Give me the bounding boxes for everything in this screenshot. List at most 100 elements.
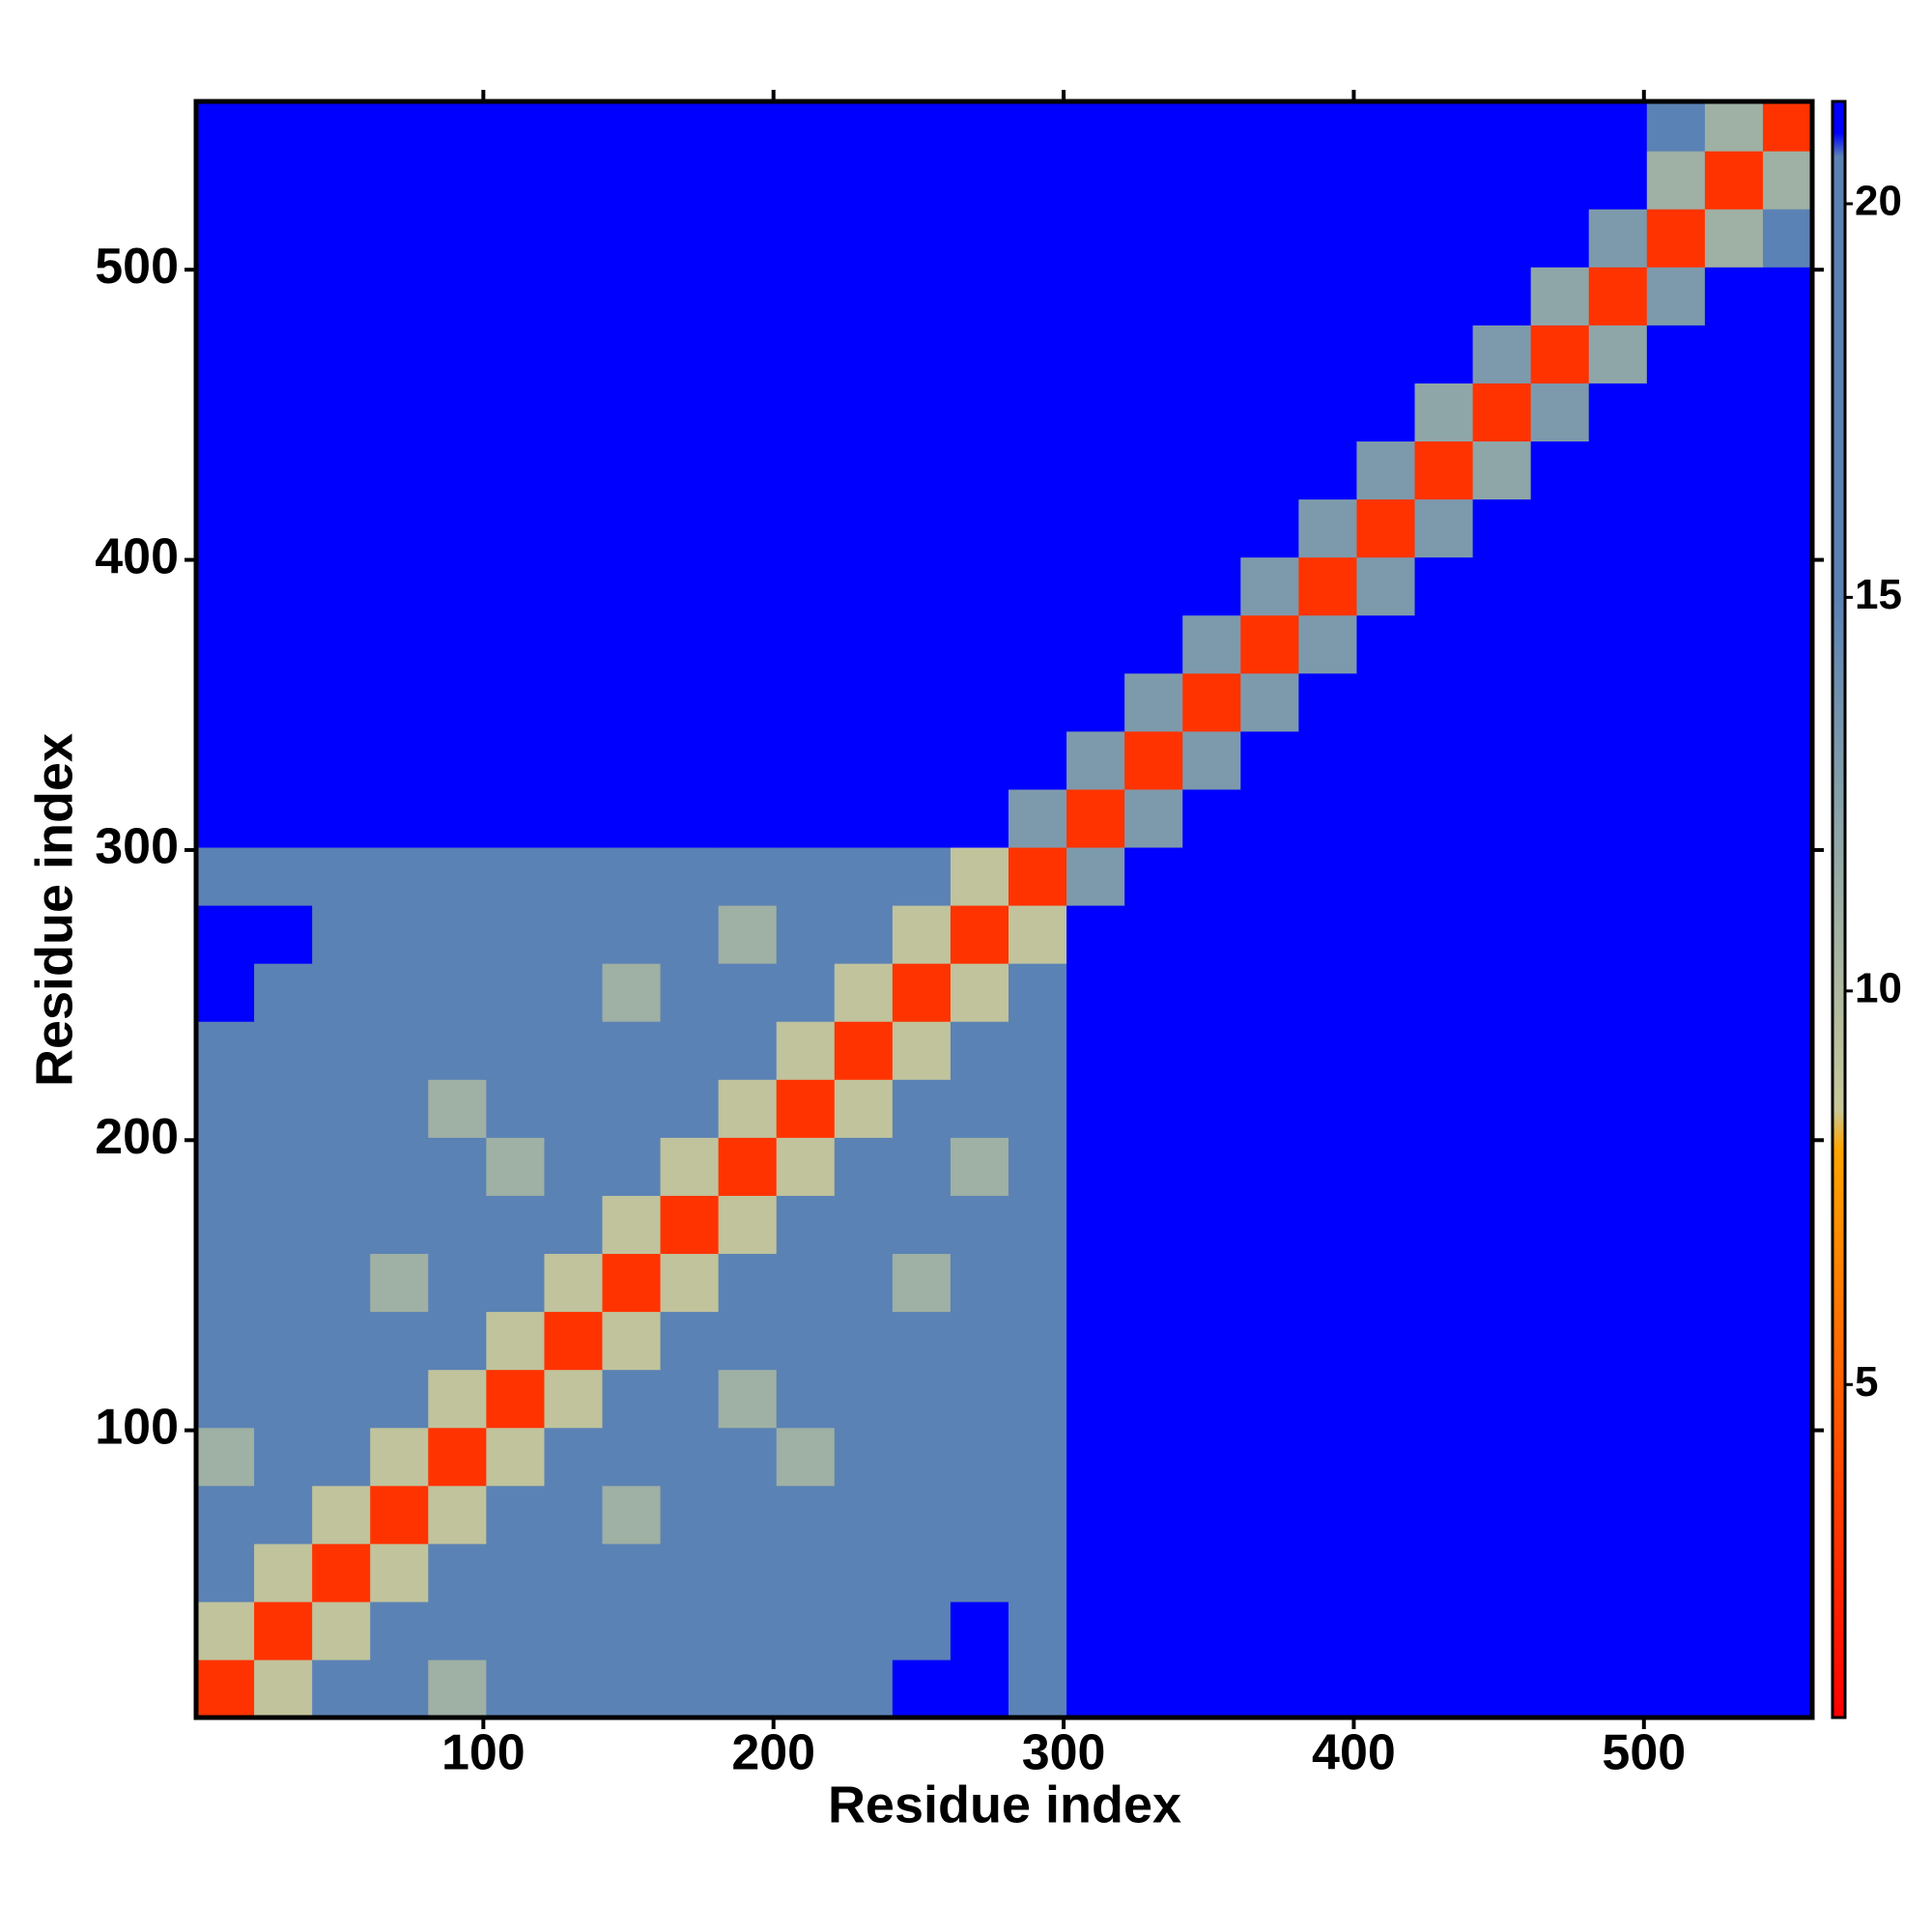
- y-tick-label: 500: [95, 239, 179, 295]
- heatmap-cell: [950, 498, 1009, 558]
- y-axis-label: Residue index: [25, 733, 83, 1087]
- heatmap-cell: [544, 1021, 604, 1080]
- heatmap-cell: [1414, 325, 1474, 384]
- heatmap-cell: [892, 1079, 952, 1138]
- heatmap-cell: [1530, 101, 1590, 152]
- heatmap-cell: [370, 1311, 429, 1371]
- heatmap-cell: [312, 846, 371, 906]
- heatmap-cell: [428, 209, 487, 268]
- heatmap-cell: [1530, 672, 1590, 732]
- heatmap-cell: [1066, 1485, 1125, 1545]
- heatmap-cell: [1182, 498, 1241, 558]
- heatmap-cell: [1298, 1427, 1358, 1487]
- heatmap-cell: [834, 383, 894, 442]
- heatmap-cell: [950, 1137, 1009, 1196]
- heatmap-cell: [1298, 1485, 1358, 1545]
- heatmap-cell: [776, 325, 836, 384]
- heatmap-cell: [1066, 963, 1125, 1022]
- heatmap-cell: [776, 1253, 836, 1313]
- heatmap-cell: [370, 101, 429, 152]
- heatmap-cell: [370, 325, 429, 384]
- heatmap-cell: [1414, 151, 1474, 210]
- heatmap-cell: [1414, 383, 1474, 442]
- heatmap-cell: [196, 267, 255, 326]
- heatmap-cell: [776, 1601, 836, 1661]
- heatmap-cell: [660, 672, 720, 732]
- heatmap-cell: [1124, 383, 1183, 442]
- heatmap-cell: [1124, 788, 1183, 848]
- heatmap-cell: [834, 1021, 894, 1080]
- heatmap-cell: [1414, 1485, 1474, 1545]
- heatmap-cell: [428, 904, 487, 964]
- heatmap-cell: [1472, 614, 1532, 674]
- heatmap-cell: [1066, 1079, 1125, 1138]
- heatmap-cell: [1356, 672, 1416, 732]
- heatmap-cell: [1762, 1659, 1812, 1718]
- heatmap-cell: [196, 209, 255, 268]
- heatmap-cell: [370, 1137, 429, 1196]
- heatmap-cell: [1298, 267, 1358, 326]
- heatmap-cell: [254, 101, 313, 152]
- heatmap-cell: [486, 1427, 546, 1487]
- heatmap-cell: [950, 963, 1009, 1022]
- heatmap-cell: [1240, 614, 1299, 674]
- heatmap-cell: [312, 1369, 371, 1429]
- heatmap-cell: [544, 904, 604, 964]
- heatmap-cell: [602, 846, 662, 906]
- heatmap-cell: [1414, 614, 1474, 674]
- heatmap-cell: [602, 788, 662, 848]
- heatmap-cell: [1414, 963, 1474, 1022]
- heatmap-cell: [602, 1311, 662, 1371]
- heatmap-cell: [892, 383, 952, 442]
- heatmap-cell: [1240, 209, 1299, 268]
- heatmap-cell: [486, 1195, 546, 1255]
- heatmap-cell: [1414, 1195, 1474, 1255]
- heatmap-cell: [1704, 267, 1764, 326]
- heatmap-cell: [892, 1543, 952, 1603]
- heatmap-cell: [718, 1311, 778, 1371]
- heatmap-cell: [1588, 556, 1648, 616]
- y-tick-label: 100: [95, 1399, 179, 1455]
- heatmap-cell: [486, 325, 546, 384]
- heatmap-cell: [428, 498, 487, 558]
- heatmap-cell: [1704, 1543, 1764, 1603]
- heatmap-cell: [544, 730, 604, 790]
- heatmap-cell: [1472, 267, 1532, 326]
- heatmap-cell: [1414, 1311, 1474, 1371]
- heatmap-cell: [1356, 267, 1416, 326]
- heatmap-cell: [1472, 440, 1532, 500]
- heatmap-cell: [718, 788, 778, 848]
- heatmap-cell: [1182, 672, 1241, 732]
- heatmap-cell: [1530, 904, 1590, 964]
- heatmap-cell: [660, 440, 720, 500]
- heatmap-cell: [602, 1601, 662, 1661]
- heatmap-cell: [486, 1543, 546, 1603]
- heatmap-cell: [892, 1021, 952, 1080]
- heatmap-cell: [1588, 1659, 1648, 1718]
- heatmap-cell: [1009, 672, 1067, 732]
- heatmap-cell: [1066, 1021, 1125, 1080]
- heatmap-cell: [1240, 1079, 1299, 1138]
- heatmap-cell: [892, 498, 952, 558]
- heatmap-cell: [718, 1601, 778, 1661]
- heatmap-cell: [1356, 1543, 1416, 1603]
- heatmap-cell: [776, 1021, 836, 1080]
- heatmap-cell: [1646, 1311, 1706, 1371]
- heatmap-cell: [1124, 672, 1183, 732]
- heatmap-cell: [428, 846, 487, 906]
- heatmap-cell: [718, 1543, 778, 1603]
- heatmap-cell: [1066, 730, 1125, 790]
- heatmap-cell: [1704, 904, 1764, 964]
- heatmap-cell: [544, 788, 604, 848]
- heatmap-cell: [1414, 556, 1474, 616]
- heatmap-cell: [312, 730, 371, 790]
- heatmap-cell: [1124, 1543, 1183, 1603]
- heatmap-cell: [718, 1079, 778, 1138]
- heatmap-cell: [892, 1195, 952, 1255]
- heatmap-cell: [1298, 1253, 1358, 1313]
- heatmap-cell: [1182, 846, 1241, 906]
- heatmap-cell: [1009, 440, 1067, 500]
- heatmap-cell: [312, 904, 371, 964]
- heatmap-cell: [1182, 1427, 1241, 1487]
